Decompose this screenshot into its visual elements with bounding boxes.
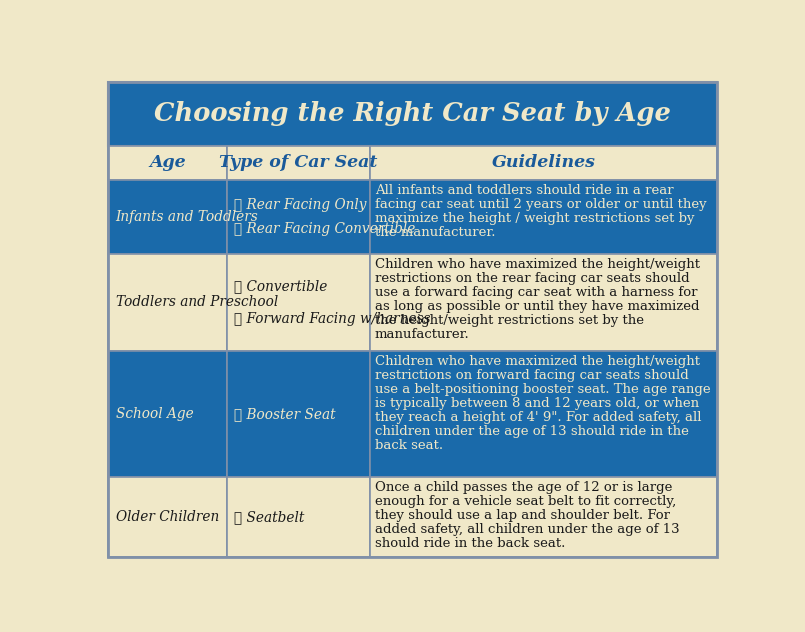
Text: children under the age of 13 should ride in the: children under the age of 13 should ride…	[375, 425, 689, 438]
Text: ✓ Rear Facing Only: ✓ Rear Facing Only	[234, 198, 367, 212]
Bar	[370, 253, 717, 351]
Text: they should use a lap and shoulder belt. For: they should use a lap and shoulder belt.…	[375, 509, 670, 522]
Text: Once a child passes the age of 12 or is large: Once a child passes the age of 12 or is …	[375, 481, 672, 494]
Text: ✓ Rear Facing Convertible: ✓ Rear Facing Convertible	[234, 222, 415, 236]
Text: manufacturer.: manufacturer.	[375, 327, 469, 341]
Text: added safety, all children under the age of 13: added safety, all children under the age…	[375, 523, 679, 536]
Text: as long as possible or until they have maximized: as long as possible or until they have m…	[375, 300, 700, 313]
Bar	[370, 477, 717, 557]
Text: ✓ Forward Facing w/harness: ✓ Forward Facing w/harness	[234, 312, 431, 325]
Text: ✓ Convertible: ✓ Convertible	[234, 279, 328, 293]
Text: the height/weight restrictions set by the: the height/weight restrictions set by th…	[375, 313, 644, 327]
Bar	[108, 351, 227, 477]
Text: Choosing the Right Car Seat by Age: Choosing the Right Car Seat by Age	[154, 101, 671, 126]
Text: maximize the height / weight restrictions set by: maximize the height / weight restriction…	[375, 212, 695, 225]
Bar	[108, 146, 227, 180]
Bar	[370, 351, 717, 477]
Text: enough for a vehicle seat belt to fit correctly,: enough for a vehicle seat belt to fit co…	[375, 495, 676, 507]
Text: facing car seat until 2 years or older or until they: facing car seat until 2 years or older o…	[375, 198, 707, 211]
Text: Infants and Toddlers: Infants and Toddlers	[116, 210, 258, 224]
Bar	[108, 82, 717, 146]
Text: Older Children: Older Children	[116, 510, 219, 524]
Text: All infants and toddlers should ride in a rear: All infants and toddlers should ride in …	[375, 184, 674, 197]
Text: Guidelines: Guidelines	[492, 154, 596, 171]
Bar	[370, 180, 717, 253]
Text: Age: Age	[149, 154, 186, 171]
Bar	[227, 351, 370, 477]
Text: the manufacturer.: the manufacturer.	[375, 226, 495, 239]
Text: restrictions on forward facing car seats should: restrictions on forward facing car seats…	[375, 369, 689, 382]
Bar	[227, 146, 370, 180]
Text: restrictions on the rear facing car seats should: restrictions on the rear facing car seat…	[375, 272, 690, 284]
Text: Children who have maximized the height/weight: Children who have maximized the height/w…	[375, 355, 700, 368]
Text: use a forward facing car seat with a harness for: use a forward facing car seat with a har…	[375, 286, 697, 298]
Text: School Age: School Age	[116, 407, 193, 421]
Text: should ride in the back seat.: should ride in the back seat.	[375, 537, 565, 550]
Bar	[108, 253, 227, 351]
Text: ✓ Seatbelt: ✓ Seatbelt	[234, 510, 305, 524]
Text: back seat.: back seat.	[375, 439, 443, 452]
Text: ✓ Booster Seat: ✓ Booster Seat	[234, 407, 336, 421]
Text: Type of Car Seat: Type of Car Seat	[219, 154, 378, 171]
Text: is typically between 8 and 12 years old, or when: is typically between 8 and 12 years old,…	[375, 397, 699, 410]
Bar	[227, 477, 370, 557]
Bar	[108, 477, 227, 557]
Bar	[108, 180, 227, 253]
Text: Children who have maximized the height/weight: Children who have maximized the height/w…	[375, 257, 700, 270]
Text: use a belt-positioning booster seat. The age range: use a belt-positioning booster seat. The…	[375, 383, 711, 396]
Bar	[370, 146, 717, 180]
Text: they reach a height of 4' 9". For added safety, all: they reach a height of 4' 9". For added …	[375, 411, 701, 424]
Bar	[227, 253, 370, 351]
Bar	[227, 180, 370, 253]
Text: Toddlers and Preschool: Toddlers and Preschool	[116, 295, 278, 309]
